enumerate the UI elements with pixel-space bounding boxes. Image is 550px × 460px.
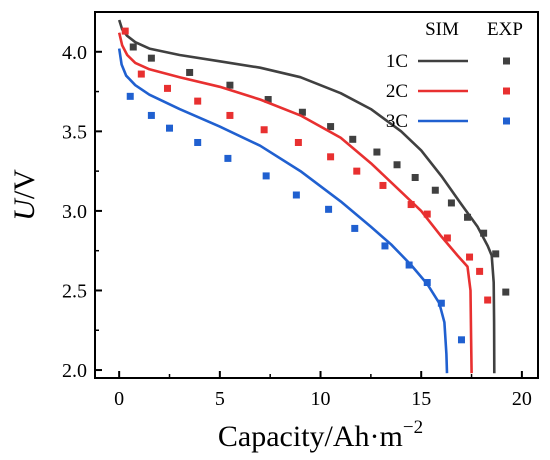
y-tick-label: 3.5 [62, 121, 87, 143]
series-1C [117, 19, 510, 374]
exp-point-3C [325, 205, 333, 213]
series-3C [117, 48, 465, 374]
x-axis-title-text: Capacity/Ah·m [218, 420, 403, 453]
exp-point-2C [163, 84, 171, 92]
exp-point-2C [476, 267, 484, 275]
x-tick-label: 10 [311, 388, 331, 410]
y-axis-title: U/V [8, 169, 41, 221]
exp-point-1C [480, 229, 488, 237]
x-axis-title: Capacity/Ah·m−2 [218, 417, 423, 453]
exp-point-2C [137, 70, 145, 78]
exp-point-1C [411, 173, 419, 181]
legend-label-3C: 3C [386, 111, 408, 132]
exp-point-2C [423, 210, 431, 218]
legend-marker-3C [503, 117, 510, 125]
y-axis-title-rest: /V [8, 169, 41, 199]
plot-area [94, 11, 539, 379]
exp-point-1C [327, 123, 335, 131]
axis-titles: Capacity/Ah·m−2 U/V [8, 169, 423, 453]
y-tick-label: 4.0 [62, 42, 87, 64]
sim-line-1C [117, 19, 496, 374]
exp-point-3C [351, 224, 359, 232]
exp-point-3C [381, 242, 389, 250]
y-tick-label: 3.0 [62, 201, 87, 223]
series-layer [117, 19, 510, 374]
exp-point-1C [226, 81, 234, 89]
exp-point-2C [327, 153, 335, 161]
exp-point-1C [264, 96, 272, 104]
exp-point-2C [194, 97, 202, 105]
x-tick-label: 0 [114, 388, 124, 410]
legend-header-sim: SIM [425, 19, 459, 40]
legend-header-exp: EXP [487, 19, 523, 40]
exp-point-2C [443, 234, 451, 242]
exp-point-1C [186, 68, 194, 76]
plot-frame [94, 11, 539, 379]
exp-point-1C [147, 54, 155, 62]
exp-point-1C [464, 213, 472, 221]
exp-point-3C [457, 336, 465, 344]
exp-point-3C [405, 261, 413, 269]
exp-point-3C [147, 111, 155, 119]
exp-point-2C [226, 111, 234, 119]
exp-point-1C [393, 161, 401, 169]
x-tick-label: 20 [512, 388, 532, 410]
exp-point-3C [262, 172, 270, 180]
sim-line-2C [117, 32, 473, 374]
exp-point-1C [129, 43, 137, 51]
x-tick-label: 5 [215, 388, 225, 410]
legend-marker-1C [503, 57, 510, 65]
legend: SIM EXP 1C 2C 3C [386, 19, 523, 132]
exp-point-3C [126, 92, 134, 100]
exp-point-3C [224, 154, 232, 162]
y-tick-label: 2.5 [62, 280, 87, 302]
exp-point-3C [194, 138, 202, 146]
exp-point-2C [121, 27, 129, 35]
exp-point-3C [423, 279, 431, 287]
exp-point-3C [292, 191, 300, 199]
exp-point-2C [484, 296, 492, 304]
exp-point-2C [407, 201, 415, 209]
legend-label-2C: 2C [386, 81, 408, 102]
y-tick-label: 2.0 [62, 360, 87, 382]
exp-point-2C [466, 253, 474, 261]
series-2C [117, 27, 492, 374]
exp-point-3C [166, 124, 174, 132]
exp-point-1C [349, 135, 357, 143]
x-axis-title-superscript: −2 [403, 417, 423, 438]
legend-marker-2C [503, 87, 510, 95]
exp-point-3C [437, 299, 445, 307]
exp-point-2C [294, 138, 302, 146]
exp-point-2C [379, 181, 387, 189]
exp-point-1C [492, 250, 500, 258]
axes: 0 5 10 15 20 2.0 2.5 3.0 3.5 4.0 [62, 42, 532, 410]
exp-point-1C [373, 148, 381, 156]
exp-point-2C [260, 126, 268, 134]
exp-point-1C [431, 186, 439, 194]
x-tick-label: 15 [411, 388, 431, 410]
exp-point-1C [502, 288, 510, 296]
exp-point-1C [447, 199, 455, 207]
exp-point-2C [353, 167, 361, 175]
exp-point-1C [298, 108, 306, 116]
y-axis-title-italic: U [8, 197, 41, 221]
legend-label-1C: 1C [386, 51, 408, 72]
